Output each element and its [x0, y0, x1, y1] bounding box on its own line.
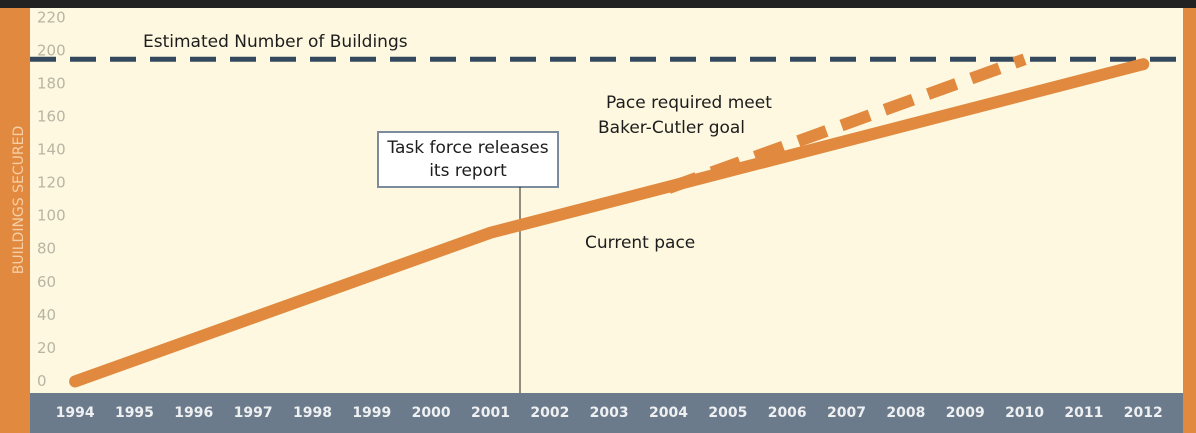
x-tick-label: 2006	[768, 405, 807, 421]
callout-box	[377, 131, 559, 188]
x-tick-label: 1994	[56, 405, 95, 421]
y-tick-label: 60	[37, 273, 56, 291]
x-tick-label: 2012	[1124, 405, 1163, 421]
y-axis-label: BUILDINGS SECURED	[11, 126, 27, 274]
reference-label: Estimated Number of Buildings	[143, 32, 408, 52]
left-strip	[0, 8, 30, 433]
annotation: Baker-Cutler goal	[598, 118, 745, 138]
y-tick-label: 120	[37, 174, 66, 192]
x-tick-label: 2011	[1064, 405, 1103, 421]
x-tick-label: 2000	[412, 405, 451, 421]
x-tick-label: 2009	[946, 405, 985, 421]
annotation: its report	[429, 161, 507, 181]
x-tick-label: 1996	[174, 405, 213, 421]
x-tick-label: 2002	[530, 405, 569, 421]
y-tick-label: 220	[37, 8, 66, 26]
x-tick-label: 1997	[234, 405, 273, 421]
x-tick-label: 1998	[293, 405, 332, 421]
top-bar	[0, 0, 1196, 8]
x-axis-band	[30, 393, 1183, 433]
y-tick-label: 80	[37, 240, 56, 258]
x-tick-label: 1995	[115, 405, 154, 421]
x-tick-label: 2004	[649, 405, 688, 421]
x-tick-label: 2003	[590, 405, 629, 421]
right-strip	[1183, 8, 1196, 433]
x-tick-label: 2005	[708, 405, 747, 421]
series-label: Current pace	[585, 233, 695, 253]
x-tick-label: 2001	[471, 405, 510, 421]
x-tick-label: 1999	[352, 405, 391, 421]
y-tick-label: 40	[37, 306, 56, 324]
y-tick-label: 0	[37, 372, 47, 390]
y-tick-label: 20	[37, 339, 56, 357]
x-tick-label: 2008	[886, 405, 925, 421]
y-tick-label: 180	[37, 75, 66, 93]
series-line	[69, 58, 1150, 388]
y-tick-label: 100	[37, 207, 66, 225]
x-tick-label: 2010	[1005, 405, 1044, 421]
y-tick-label: 140	[37, 141, 66, 159]
x-tick-label: 2007	[827, 405, 866, 421]
annotation: Pace required meet	[606, 93, 772, 113]
annotation: Task force releases	[386, 138, 548, 158]
y-tick-label: 200	[37, 41, 66, 59]
y-tick-label: 160	[37, 108, 66, 126]
